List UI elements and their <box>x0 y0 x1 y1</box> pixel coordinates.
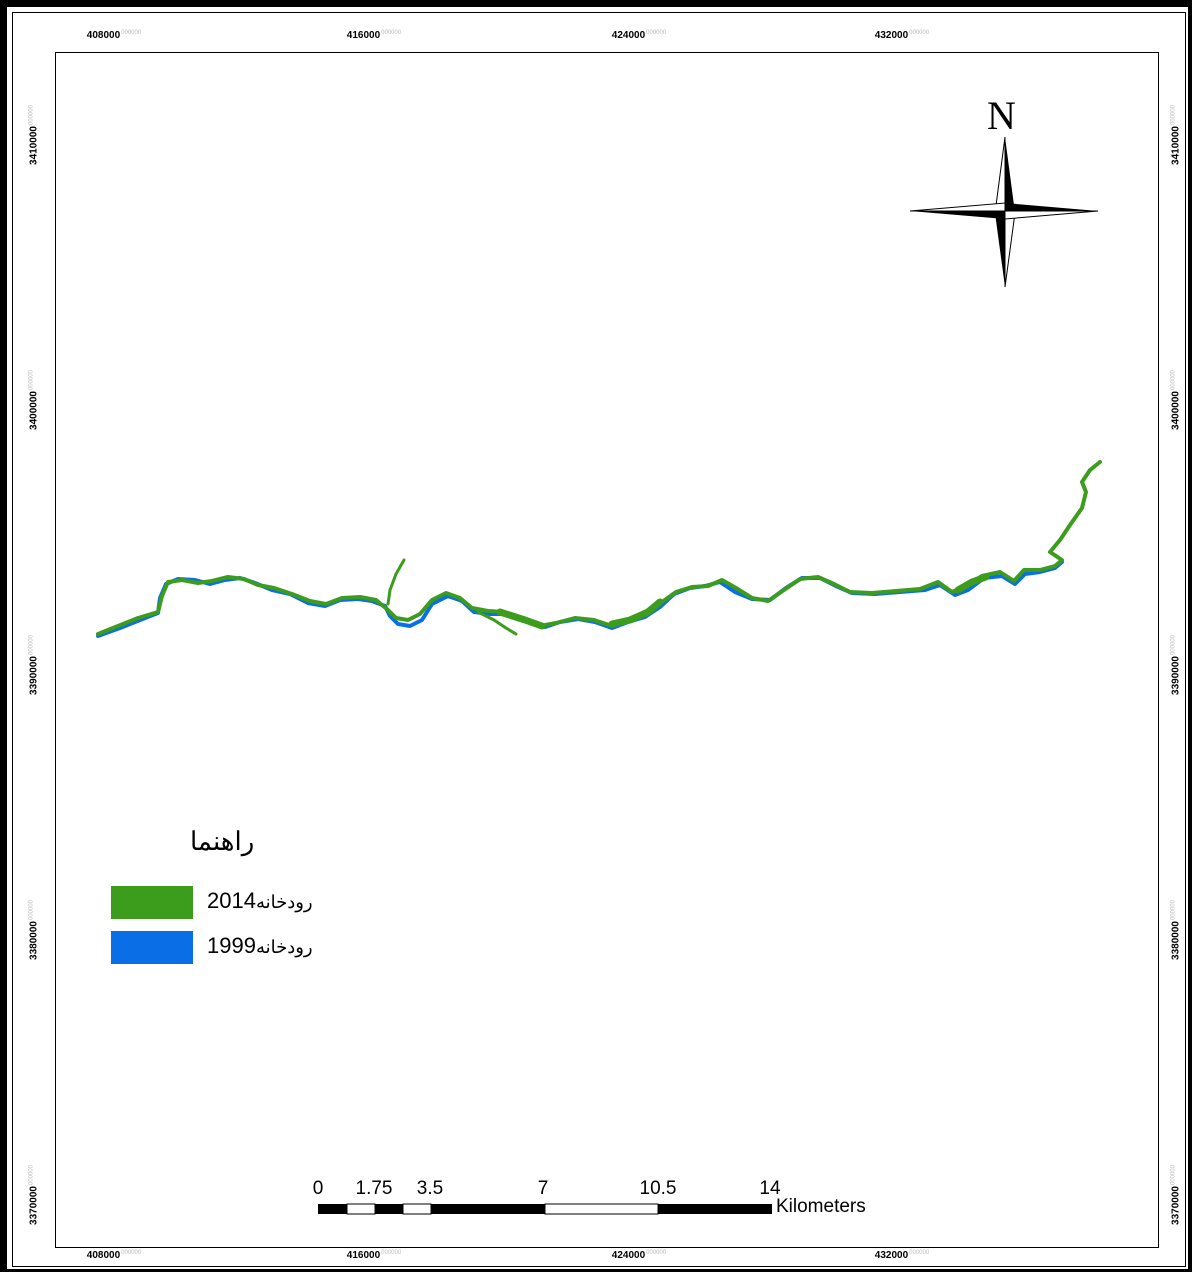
scale-label-2: 3.5 <box>416 1178 444 1199</box>
x-tick-bottom-4: 432000000000 <box>874 1250 930 1261</box>
scale-bar <box>318 1203 772 1215</box>
map-inner-frame <box>12 12 1186 1267</box>
scale-label-0: 0 <box>312 1178 324 1199</box>
legend-title: راهنما <box>190 826 255 856</box>
scale-label-1: 1.75 <box>355 1178 393 1199</box>
x-tick-top-1: 408000000000 <box>86 30 142 41</box>
river-2014 <box>96 460 1102 636</box>
scale-label-5: 14 <box>759 1178 781 1199</box>
tributary-north <box>386 558 406 606</box>
x-tick-top-2: 416000000000 <box>346 30 402 41</box>
map-neatline <box>55 52 1159 1248</box>
x-tick-bottom-3: 424000000000 <box>611 1250 667 1261</box>
legend-label-1999: 1999رودخانه <box>207 933 313 958</box>
scale-label-3: 7 <box>537 1178 549 1199</box>
x-tick-bottom-2: 416000000000 <box>346 1250 402 1261</box>
legend-swatch-2014 <box>111 886 193 919</box>
x-tick-top-4: 432000000000 <box>874 30 930 41</box>
x-tick-bottom-1: 408000000000 <box>86 1250 142 1261</box>
river-1999-layer <box>96 560 1064 638</box>
north-label: N <box>987 93 1016 138</box>
scale-label-4: 10.5 <box>639 1178 677 1199</box>
legend-swatch-1999 <box>111 931 193 964</box>
river-1999 <box>96 560 1064 638</box>
river-2014-thick-reach <box>496 573 990 630</box>
scale-units: Kilometers <box>776 1196 866 1217</box>
x-tick-top-3: 424000000000 <box>611 30 667 41</box>
legend-label-2014: 2014رودخانه <box>207 888 313 913</box>
river-2014-layer <box>96 460 1102 636</box>
north-arrow-icon <box>909 136 1099 288</box>
tributary-south <box>476 610 518 636</box>
